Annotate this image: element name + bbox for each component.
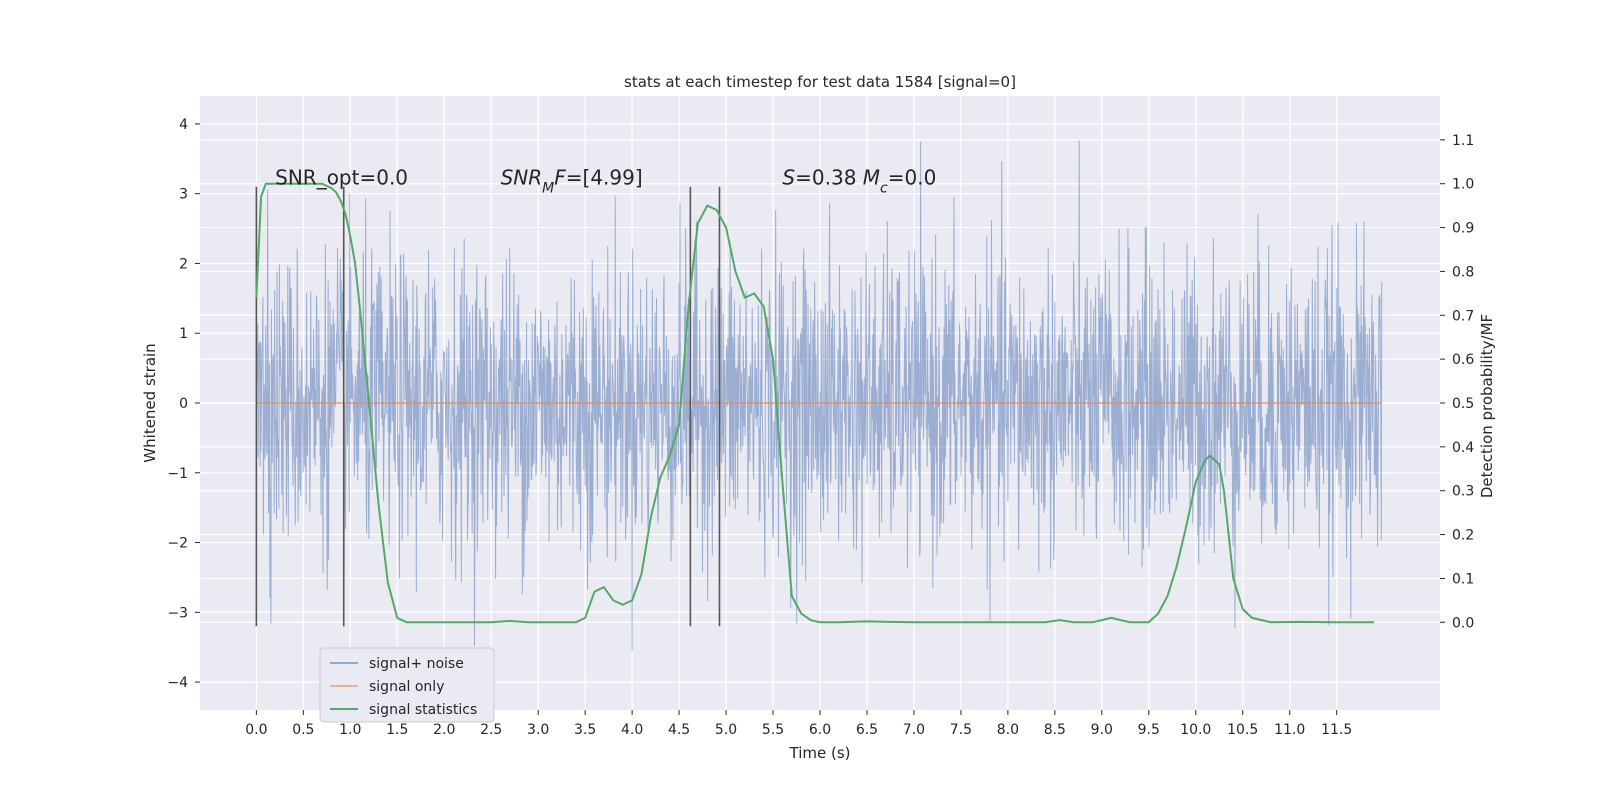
y-right-tick-label: 0.3 [1452, 484, 1474, 500]
annotation-part: =0.38 [795, 166, 863, 190]
annotation-text: SNR_opt=0.0 [275, 166, 408, 190]
x-tick-label: 5.5 [762, 722, 784, 738]
y-right-tick-label: 1.1 [1452, 133, 1474, 149]
x-tick-label: 11.5 [1321, 722, 1352, 738]
y-left-tick-label: 0 [179, 396, 188, 412]
series-signal-statistics [255, 182, 1375, 624]
x-tick-label: 7.5 [950, 722, 972, 738]
legend-box [319, 647, 495, 723]
annotation-part: SNR_opt=0.0 [275, 166, 408, 190]
y-left-tick-label: 3 [179, 187, 188, 203]
series-signal-noise [255, 140, 1383, 651]
y-left-axis-label: Whitened strain [141, 343, 159, 462]
x-tick-label: 6.0 [809, 722, 831, 738]
x-tick-label: 3.5 [574, 722, 596, 738]
y-right-tick-label: 0.8 [1452, 264, 1474, 280]
x-tick-label: 8.5 [1044, 722, 1066, 738]
y-right-tick-label: 0.0 [1452, 615, 1474, 631]
annotation-text: SNRMF=[4.99] [501, 166, 643, 197]
x-tick-label: 8.0 [997, 722, 1019, 738]
y-left-tick-label: −3 [167, 605, 188, 621]
y-right-tick-label: 0.1 [1452, 571, 1474, 587]
y-right-tick-label: 0.2 [1452, 528, 1474, 544]
annotation-part: F [554, 166, 566, 190]
x-tick-label: 0.0 [245, 722, 267, 738]
x-tick-label: 2.0 [433, 722, 455, 738]
x-axis-label: Time (s) [789, 744, 851, 762]
x-tick-label: 0.5 [292, 722, 314, 738]
annotations: SNR_opt=0.0 SNRMF=[4.99] S=0.38 Mc=0.0 [275, 166, 936, 197]
annotation-part: SNR [501, 166, 543, 190]
y-left-tick-label: −1 [167, 466, 188, 482]
annotation-part: M [863, 166, 880, 190]
y-right-tick-label: 1.0 [1452, 177, 1474, 193]
chart-title: stats at each timestep for test data 158… [624, 73, 1016, 91]
x-tick-label: 4.0 [621, 722, 643, 738]
vertical-markers [255, 186, 721, 627]
x-tick-label: 11.0 [1274, 722, 1305, 738]
x-tick-label: 4.5 [668, 722, 690, 738]
legend-label-signal-noise: signal+ noise [369, 656, 464, 672]
y-left-tick-label: 1 [179, 326, 188, 342]
x-tick-label: 10.5 [1227, 722, 1258, 738]
y-left-axis-ticks: 4 3 2 1 0 −1 −2 −3 −4 [167, 117, 200, 691]
signal-statistics-line [255, 182, 1375, 624]
y-right-tick-label: 0.7 [1452, 308, 1474, 324]
x-axis-ticks: 0.0 0.5 1.0 1.5 2.0 2.5 3.0 3.5 4.0 4.5 5.0 5.5 6.0 6… [245, 710, 1352, 738]
annotation-part: =0.0 [888, 166, 937, 190]
legend-label-signal-only: signal only [369, 679, 444, 695]
x-tick-label: 1.5 [386, 722, 408, 738]
noise-trace [255, 140, 1383, 651]
annotation-part: S [782, 166, 795, 190]
legend: signal+ noise signal only signal statist… [319, 647, 495, 723]
annotation-part: c [880, 181, 888, 197]
x-tick-label: 3.0 [527, 722, 549, 738]
y-right-tick-label: 0.5 [1452, 396, 1474, 412]
x-tick-label: 2.5 [480, 722, 502, 738]
annotation-part: M [542, 181, 554, 197]
y-left-tick-label: 2 [179, 256, 188, 272]
x-tick-label: 10.0 [1180, 722, 1211, 738]
legend-label-signal-statistics: signal statistics [369, 702, 477, 718]
x-tick-label: 7.0 [903, 722, 925, 738]
y-right-tick-label: 0.6 [1452, 352, 1474, 368]
y-left-tick-label: 4 [179, 117, 188, 133]
x-tick-label: 9.5 [1138, 722, 1160, 738]
x-tick-label: 5.0 [715, 722, 737, 738]
y-right-axis-ticks: 1.1 1.0 0.9 0.8 0.7 0.6 0.5 0.4 0.3 0.2 0.1 0.0 [1440, 133, 1474, 631]
y-right-tick-label: 0.4 [1452, 440, 1474, 456]
y-right-axis-label: Detection probability/MF [1478, 314, 1496, 498]
x-tick-label: 1.0 [339, 722, 361, 738]
annotation-text: S=0.38 Mc=0.0 [782, 166, 936, 197]
x-tick-label: 6.5 [856, 722, 878, 738]
y-left-tick-label: −2 [167, 536, 188, 552]
x-tick-label: 9.0 [1091, 722, 1113, 738]
y-left-tick-label: −4 [167, 675, 188, 691]
annotation-part: =[4.99] [566, 166, 643, 190]
y-right-tick-label: 0.9 [1452, 221, 1474, 237]
